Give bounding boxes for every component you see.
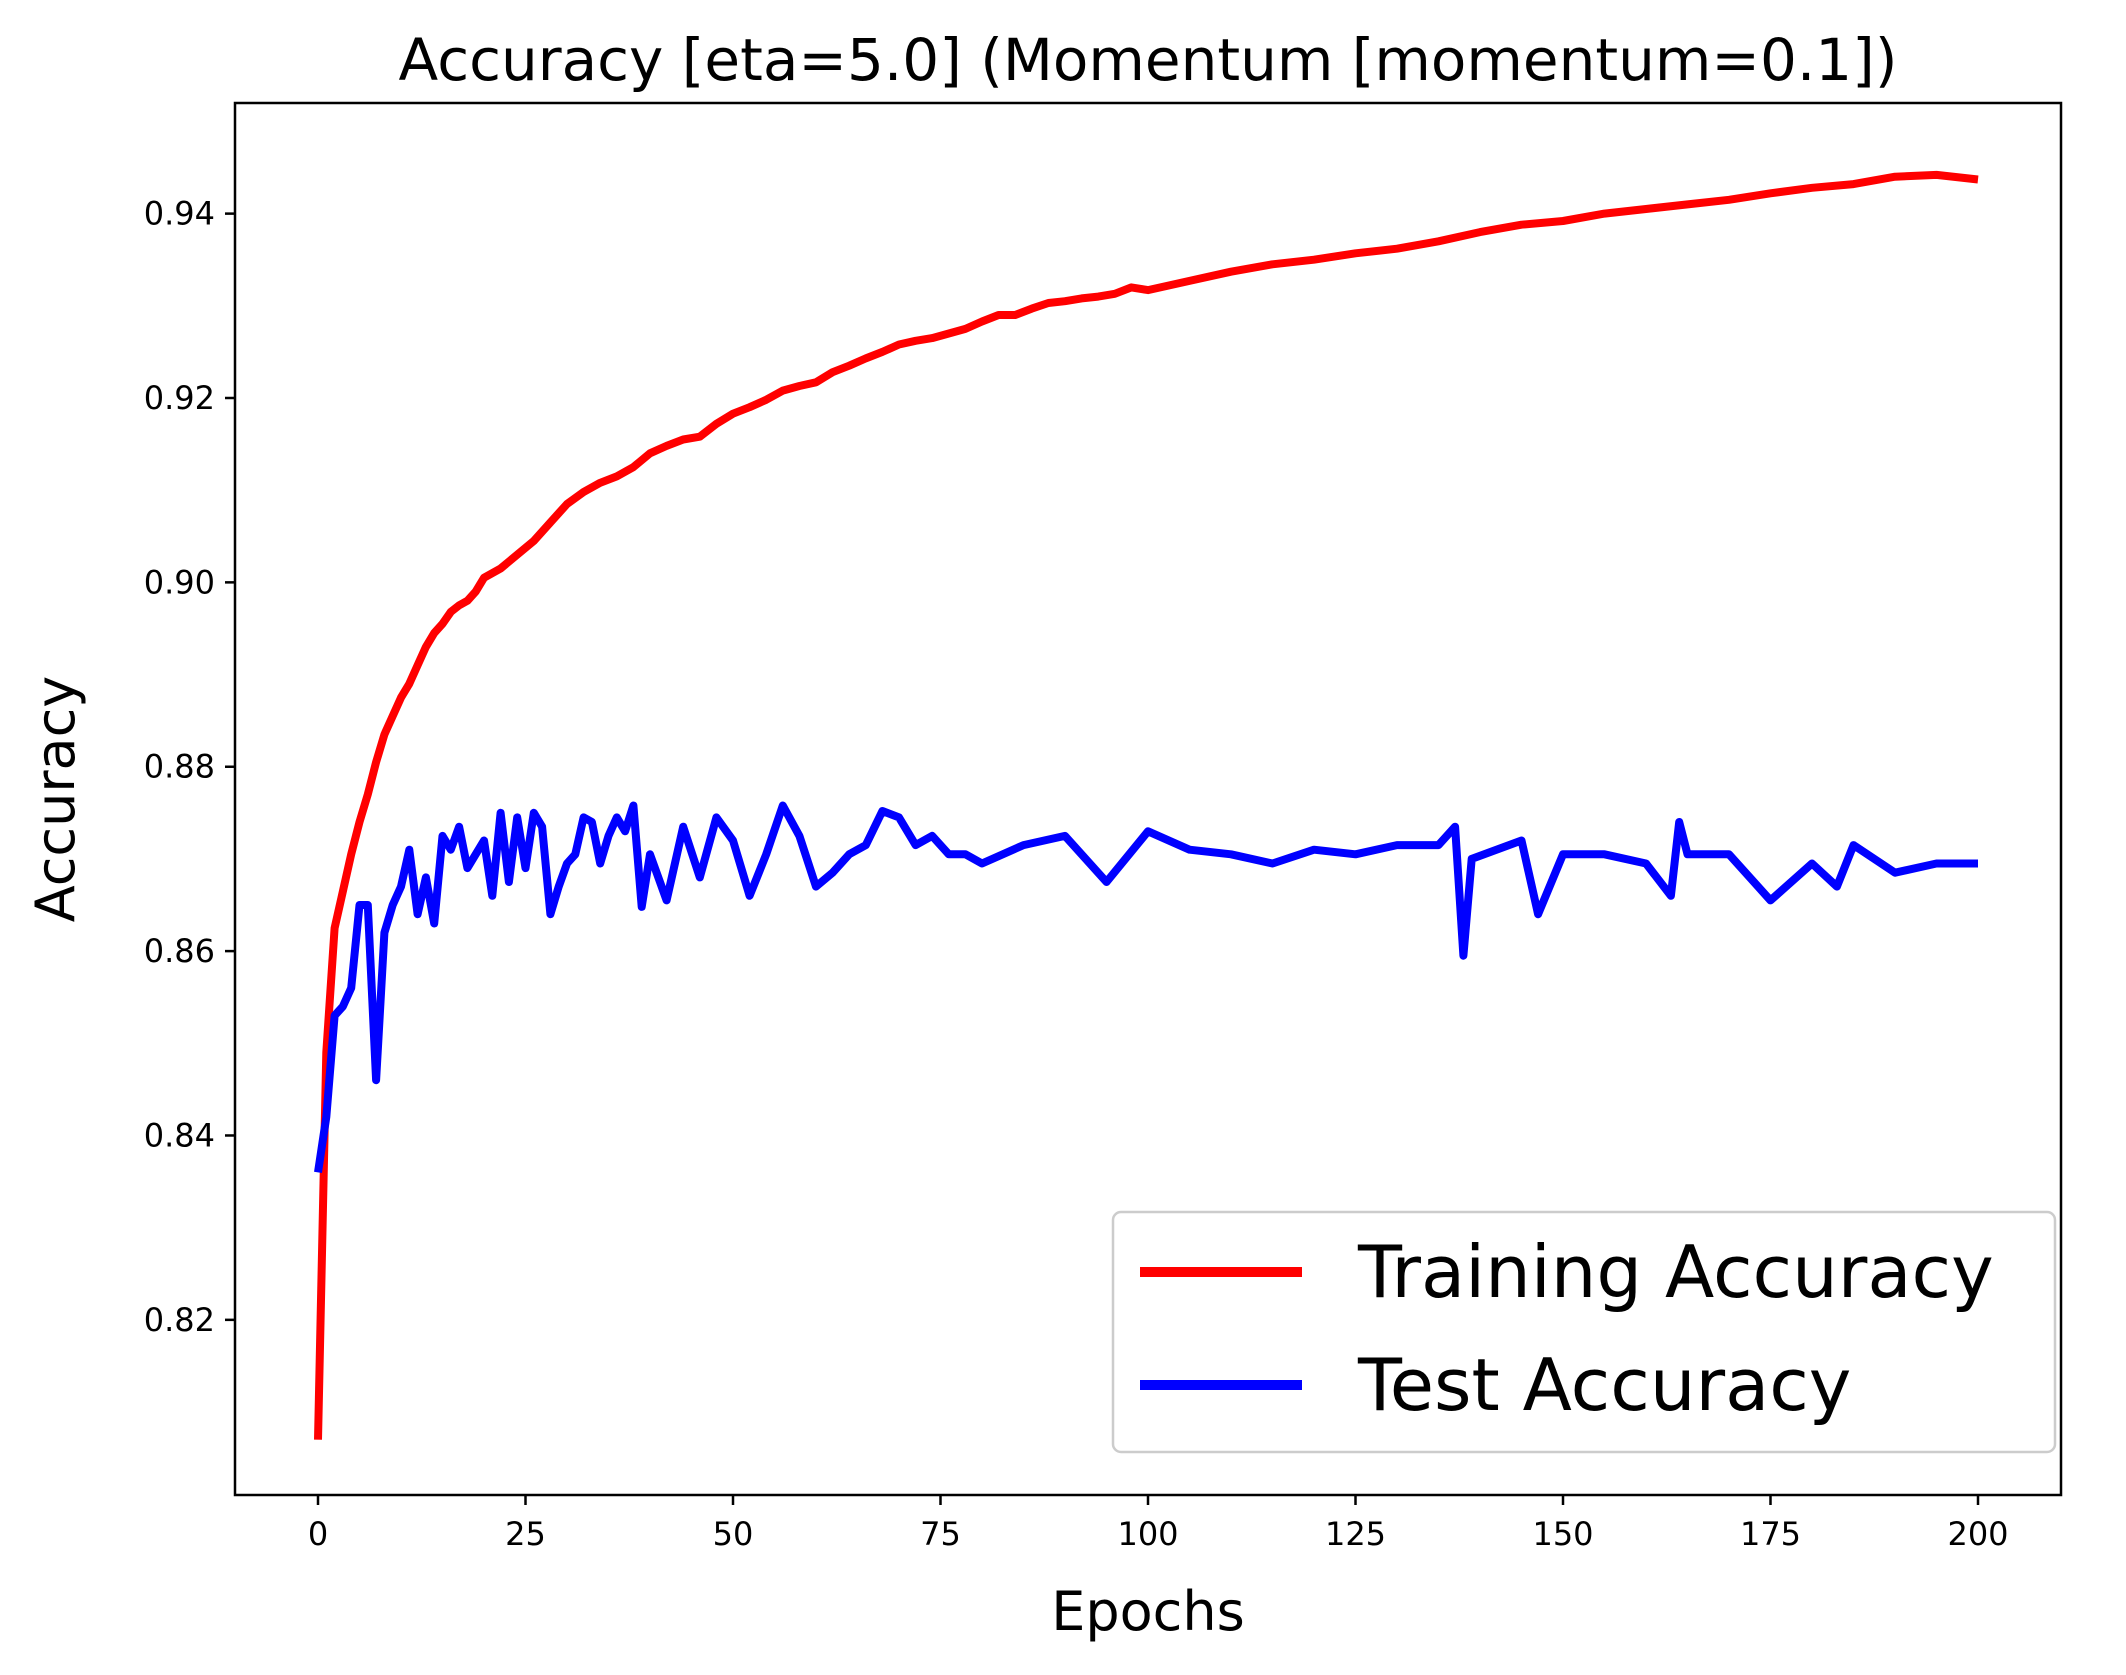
legend-label-training: Training Accuracy — [1357, 1230, 1994, 1314]
x-tick-label: 75 — [920, 1515, 961, 1553]
y-tick-label: 0.88 — [144, 748, 215, 786]
x-tick-label: 125 — [1325, 1515, 1386, 1553]
series-line-training-accuracy — [314, 170, 1979, 1440]
x-tick-label: 100 — [1117, 1515, 1178, 1553]
y-tick-label: 0.84 — [144, 1116, 215, 1154]
x-axis-ticks: 0 25 50 75 100 125 150 175 200 — [308, 1495, 2009, 1553]
y-tick-label: 0.92 — [144, 379, 215, 417]
x-tick-label: 50 — [713, 1515, 754, 1553]
x-axis-label: Epochs — [1051, 1580, 1244, 1643]
legend-label-test: Test Accuracy — [1357, 1343, 1851, 1427]
x-tick-label: 150 — [1532, 1515, 1593, 1553]
x-tick-label: 0 — [308, 1515, 328, 1553]
y-tick-label: 0.90 — [144, 563, 215, 601]
series-line-test-accuracy — [314, 801, 1978, 1173]
legend-box — [1111, 1210, 2057, 1454]
x-tick-label: 175 — [1740, 1515, 1801, 1553]
y-tick-label: 0.86 — [144, 932, 215, 970]
x-tick-label: 25 — [505, 1515, 546, 1553]
legend: Training Accuracy Test Accuracy — [1111, 1210, 2057, 1454]
chart-title: Accuracy [eta=5.0] (Momentum [momentum=0… — [399, 26, 1898, 94]
y-tick-label: 0.82 — [144, 1301, 215, 1339]
series-layer — [314, 170, 1979, 1440]
x-tick-label: 200 — [1947, 1515, 2008, 1553]
y-axis-ticks: 0.82 0.84 0.86 0.88 0.90 0.92 0.94 — [144, 195, 235, 1339]
y-axis-label: Accuracy — [24, 676, 87, 923]
y-tick-label: 0.94 — [144, 195, 215, 233]
